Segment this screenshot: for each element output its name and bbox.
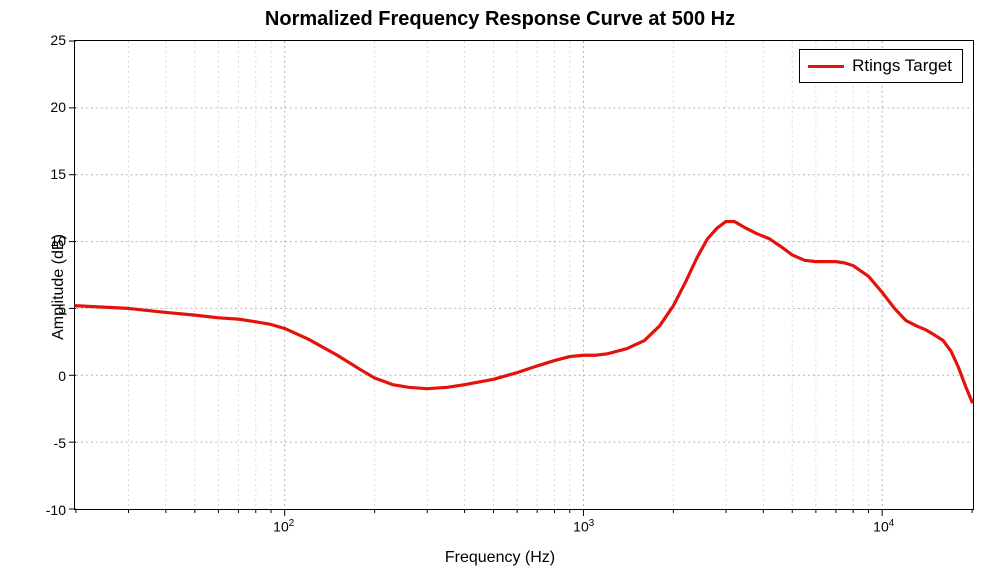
y-tick-label: -5 — [26, 435, 66, 451]
x-axis-label: Frequency (Hz) — [0, 549, 1000, 567]
legend-label: Rtings Target — [852, 56, 952, 76]
plot-area: Rtings Target — [74, 40, 974, 510]
x-tick-label: 104 — [873, 518, 894, 535]
y-tick-label: 15 — [26, 166, 66, 182]
y-tick-label: 10 — [26, 233, 66, 249]
chart-container: Normalized Frequency Response Curve at 5… — [0, 0, 1000, 573]
legend-swatch — [808, 65, 844, 68]
y-tick-label: -10 — [26, 502, 66, 518]
legend: Rtings Target — [799, 49, 963, 83]
x-tick-label: 102 — [273, 518, 294, 535]
y-tick-label: 0 — [26, 368, 66, 384]
chart-title: Normalized Frequency Response Curve at 5… — [0, 8, 1000, 31]
plot-svg — [75, 41, 973, 509]
x-tick-label: 103 — [573, 518, 594, 535]
y-axis-label: Amplitude (dB) — [50, 234, 68, 340]
legend-item: Rtings Target — [808, 56, 952, 76]
y-tick-label: 25 — [26, 32, 66, 48]
y-tick-label: 20 — [26, 99, 66, 115]
y-tick-label: 5 — [26, 301, 66, 317]
